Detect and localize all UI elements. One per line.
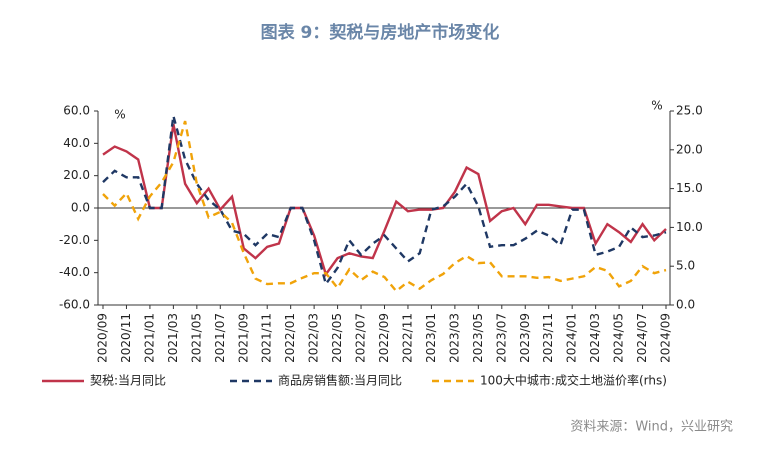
x-tick-label: 2020/09 bbox=[96, 313, 110, 363]
x-tick-label: 2021/05 bbox=[189, 313, 203, 363]
source: 资料来源：Wind，兴业研究 bbox=[570, 420, 733, 435]
x-tick-label: 2021/07 bbox=[213, 313, 227, 363]
y-unit: % bbox=[114, 108, 125, 122]
chart-title: 图表 9：契税与房地产市场变化 bbox=[261, 22, 500, 43]
x-tick-label: 2024/01 bbox=[565, 313, 579, 363]
y2-tick-label: 25.0 bbox=[676, 104, 703, 118]
y-tick-label: -40.0 bbox=[59, 265, 90, 279]
y-tick-label: -60.0 bbox=[59, 298, 90, 312]
y2-tick-label: 0.0 bbox=[676, 298, 695, 312]
series-line bbox=[102, 123, 667, 277]
legend-label: 100大中城市:成交土地溢价率(rhs) bbox=[480, 373, 667, 388]
x-tick-label: 2022/01 bbox=[283, 313, 297, 363]
y-tick-label: -20.0 bbox=[59, 233, 90, 247]
x-tick-label: 2021/01 bbox=[142, 313, 156, 363]
x-tick-label: 2023/05 bbox=[471, 313, 485, 363]
y2-tick-label: 20.0 bbox=[676, 142, 703, 156]
x-tick-label: 2021/03 bbox=[166, 313, 180, 363]
x-tick-label: 2024/09 bbox=[659, 313, 673, 363]
y2-tick-label: 15.0 bbox=[676, 181, 703, 195]
y2-unit: % bbox=[651, 99, 662, 113]
x-tick-label: 2022/11 bbox=[400, 313, 414, 363]
x-tick-label: 2024/07 bbox=[635, 313, 649, 363]
series-line bbox=[102, 115, 667, 287]
x-tick-label: 2023/11 bbox=[541, 313, 555, 363]
x-tick-label: 2021/11 bbox=[260, 313, 274, 363]
y2-tick-label: 10.0 bbox=[676, 220, 703, 234]
y-tick-label: 20.0 bbox=[63, 168, 90, 182]
x-tick-label: 2022/03 bbox=[307, 313, 321, 363]
x-tick-label: 2022/05 bbox=[330, 313, 344, 363]
x-tick-label: 2022/09 bbox=[377, 313, 391, 363]
y-tick-label: 40.0 bbox=[63, 136, 90, 150]
y2-tick-label: 5.0 bbox=[676, 259, 695, 273]
x-tick-label: 2024/05 bbox=[612, 313, 626, 363]
x-tick-label: 2021/09 bbox=[236, 313, 250, 363]
x-tick-label: 2022/07 bbox=[354, 313, 368, 363]
y-tick-label: 0.0 bbox=[71, 201, 90, 215]
x-tick-label: 2023/03 bbox=[447, 313, 461, 363]
x-tick-label: 2023/01 bbox=[424, 313, 438, 363]
y-tick-label: 60.0 bbox=[63, 104, 90, 118]
legend-label: 商品房销售额:当月同比 bbox=[278, 373, 402, 388]
series-line bbox=[102, 120, 667, 293]
legend-label: 契税:当月同比 bbox=[90, 374, 166, 388]
x-tick-label: 2024/03 bbox=[588, 313, 602, 363]
x-tick-label: 2020/11 bbox=[119, 313, 133, 363]
x-tick-label: 2023/09 bbox=[518, 313, 532, 363]
x-tick-label: 2023/07 bbox=[494, 313, 508, 363]
